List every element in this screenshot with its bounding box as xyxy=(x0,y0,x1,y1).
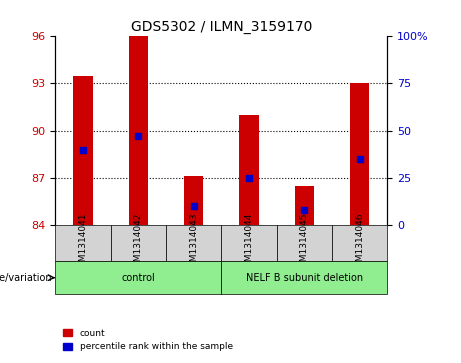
Text: control: control xyxy=(121,273,155,283)
FancyBboxPatch shape xyxy=(221,261,387,294)
Bar xyxy=(129,36,148,225)
Text: GSM1314043: GSM1314043 xyxy=(189,213,198,273)
FancyBboxPatch shape xyxy=(166,225,221,261)
Title: GDS5302 / ILMN_3159170: GDS5302 / ILMN_3159170 xyxy=(130,20,312,34)
FancyBboxPatch shape xyxy=(332,225,387,261)
Text: GSM1314045: GSM1314045 xyxy=(300,213,309,273)
Text: GSM1314041: GSM1314041 xyxy=(78,213,88,273)
Bar xyxy=(350,83,369,225)
FancyBboxPatch shape xyxy=(55,225,111,261)
Text: GSM1314046: GSM1314046 xyxy=(355,213,364,273)
Text: GSM1314044: GSM1314044 xyxy=(244,213,254,273)
Bar xyxy=(295,186,314,225)
FancyBboxPatch shape xyxy=(55,261,221,294)
Bar xyxy=(239,115,259,225)
Bar xyxy=(184,176,203,225)
FancyBboxPatch shape xyxy=(221,225,277,261)
FancyBboxPatch shape xyxy=(111,225,166,261)
Text: GSM1314042: GSM1314042 xyxy=(134,213,143,273)
Text: genotype/variation: genotype/variation xyxy=(0,273,53,283)
Legend: count, percentile rank within the sample: count, percentile rank within the sample xyxy=(60,325,236,355)
FancyBboxPatch shape xyxy=(277,225,332,261)
Text: NELF B subunit deletion: NELF B subunit deletion xyxy=(246,273,363,283)
Bar xyxy=(73,76,93,225)
